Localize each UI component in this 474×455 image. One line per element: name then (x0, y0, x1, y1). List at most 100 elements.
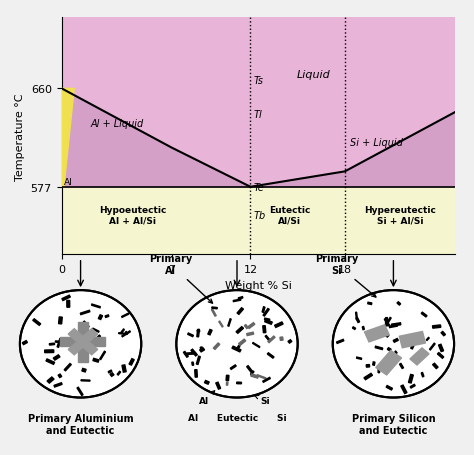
Polygon shape (100, 351, 106, 360)
Text: Hypoeutectic
Al + Al/Si: Hypoeutectic Al + Al/Si (99, 206, 166, 225)
Polygon shape (389, 325, 398, 328)
Text: Primary Silicon
and Eutectic: Primary Silicon and Eutectic (352, 413, 435, 435)
Polygon shape (62, 18, 455, 187)
Polygon shape (121, 313, 129, 318)
Polygon shape (236, 346, 240, 350)
Polygon shape (246, 333, 254, 336)
Polygon shape (187, 353, 196, 355)
Polygon shape (378, 368, 380, 373)
Polygon shape (410, 384, 415, 388)
Polygon shape (98, 315, 102, 320)
Polygon shape (438, 353, 444, 359)
Polygon shape (200, 348, 205, 352)
Polygon shape (68, 329, 98, 355)
Polygon shape (59, 317, 62, 324)
Polygon shape (62, 89, 74, 187)
Text: Eutectic
Al/Si: Eutectic Al/Si (269, 206, 310, 225)
Polygon shape (105, 315, 109, 318)
Polygon shape (352, 327, 356, 330)
Polygon shape (91, 304, 100, 308)
Text: Al      Eutectic      Si: Al Eutectic Si (188, 413, 286, 422)
Polygon shape (288, 340, 292, 344)
Polygon shape (192, 362, 194, 365)
Polygon shape (22, 341, 27, 345)
Polygon shape (204, 381, 209, 384)
Polygon shape (62, 295, 70, 301)
Polygon shape (230, 365, 236, 369)
Polygon shape (81, 349, 86, 353)
Polygon shape (236, 327, 244, 334)
Polygon shape (83, 321, 89, 328)
Polygon shape (208, 330, 212, 335)
Polygon shape (375, 346, 383, 350)
Polygon shape (195, 370, 197, 377)
Polygon shape (263, 309, 269, 316)
Polygon shape (46, 359, 55, 364)
Polygon shape (253, 343, 260, 348)
Polygon shape (356, 318, 360, 323)
Polygon shape (122, 365, 126, 372)
Text: Primary Aluminium
and Eutectic: Primary Aluminium and Eutectic (28, 413, 133, 435)
Polygon shape (77, 340, 83, 343)
Polygon shape (265, 336, 271, 342)
Polygon shape (64, 364, 72, 371)
Text: Ts: Ts (254, 76, 264, 86)
Circle shape (20, 290, 141, 398)
Text: Al + Liquid: Al + Liquid (90, 119, 143, 129)
Polygon shape (384, 319, 390, 326)
Polygon shape (433, 364, 438, 369)
Polygon shape (238, 339, 246, 345)
Polygon shape (216, 382, 221, 389)
Polygon shape (280, 337, 283, 341)
Polygon shape (382, 331, 389, 337)
Polygon shape (61, 337, 106, 347)
Polygon shape (429, 344, 435, 350)
Polygon shape (120, 329, 124, 334)
Polygon shape (246, 366, 253, 373)
Polygon shape (55, 341, 63, 343)
Polygon shape (268, 336, 275, 343)
Circle shape (176, 290, 298, 398)
Polygon shape (92, 329, 99, 333)
Polygon shape (87, 343, 92, 347)
Polygon shape (262, 307, 265, 313)
Polygon shape (362, 327, 365, 330)
Polygon shape (386, 386, 392, 390)
Polygon shape (337, 339, 344, 344)
Polygon shape (53, 355, 60, 360)
Polygon shape (33, 319, 41, 326)
Polygon shape (77, 387, 83, 395)
Polygon shape (385, 318, 388, 326)
Polygon shape (250, 187, 345, 255)
Polygon shape (196, 356, 201, 364)
Polygon shape (250, 371, 254, 375)
Text: Al: Al (64, 178, 73, 187)
X-axis label: Weight % Si: Weight % Si (225, 280, 292, 290)
Polygon shape (45, 350, 54, 353)
Polygon shape (274, 322, 283, 328)
Polygon shape (129, 359, 134, 365)
Polygon shape (356, 357, 362, 359)
Polygon shape (226, 375, 229, 381)
Polygon shape (82, 369, 86, 372)
Polygon shape (395, 351, 397, 354)
Polygon shape (250, 113, 455, 187)
Polygon shape (97, 335, 100, 339)
Polygon shape (410, 345, 414, 349)
Polygon shape (219, 321, 223, 327)
Text: Hypereutectic
Si + Al/Si: Hypereutectic Si + Al/Si (364, 206, 436, 225)
Polygon shape (251, 374, 258, 378)
Polygon shape (399, 332, 426, 348)
Polygon shape (401, 385, 407, 394)
Circle shape (333, 290, 454, 398)
Polygon shape (370, 332, 379, 339)
Polygon shape (91, 343, 95, 345)
Polygon shape (200, 347, 202, 350)
Polygon shape (392, 323, 401, 326)
Polygon shape (80, 350, 83, 354)
Polygon shape (93, 359, 99, 362)
Polygon shape (248, 323, 255, 329)
Polygon shape (356, 313, 357, 320)
Text: Liquid: Liquid (297, 69, 330, 79)
Polygon shape (78, 322, 88, 362)
